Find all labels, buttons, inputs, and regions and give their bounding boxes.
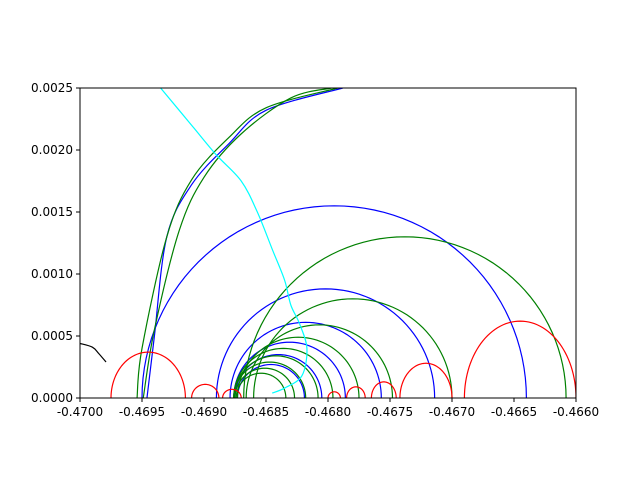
red-scallop	[370, 381, 397, 398]
series-red	[110, 320, 576, 398]
red-scallop	[346, 386, 366, 398]
green-arc	[236, 336, 360, 398]
red-scallop	[222, 388, 242, 398]
y-tick-label: 0.0010	[31, 267, 73, 281]
blue-arc	[141, 205, 527, 398]
series-blue	[141, 88, 527, 398]
x-tick-label: -0.4700	[57, 405, 103, 419]
x-tick-label: -0.4690	[181, 405, 227, 419]
green-outer-curve	[142, 88, 332, 398]
x-axis: -0.4700 -0.4695 -0.4690 -0.4685 -0.4680 -0.46…	[57, 398, 599, 419]
x-tick-label: -0.4670	[429, 405, 475, 419]
red-scallop	[463, 320, 576, 398]
cyan-curve	[160, 88, 308, 394]
red-scallop	[191, 383, 220, 398]
y-axis: 0.0000 0.0005 0.0010 0.0015 0.0020 0.0025	[31, 81, 80, 405]
y-tick-label: 0.0005	[31, 329, 73, 343]
red-scallop	[327, 391, 341, 398]
green-outer-curve	[136, 88, 339, 398]
blue-arc	[215, 288, 436, 398]
blue-arc	[233, 341, 346, 398]
x-tick-label: -0.4660	[553, 405, 599, 419]
y-tick-label: 0.0000	[31, 391, 73, 405]
green-arc	[234, 367, 296, 398]
green-arc	[233, 355, 319, 398]
green-arc	[235, 372, 287, 398]
blue-arc	[229, 321, 382, 398]
red-scallop	[110, 351, 186, 398]
series-black	[80, 342, 107, 363]
x-tick-label: -0.4685	[243, 405, 289, 419]
y-tick-label: 0.0015	[31, 205, 73, 219]
series-cyan	[160, 88, 308, 394]
blue-outer-curve	[146, 88, 344, 398]
red-scallop	[399, 362, 453, 398]
green-arc	[233, 347, 334, 398]
x-tick-label: -0.4675	[367, 405, 413, 419]
y-tick-label: 0.0020	[31, 143, 73, 157]
green-arc	[253, 298, 453, 398]
black-curve	[80, 342, 107, 363]
green-arc	[233, 361, 307, 398]
x-tick-label: -0.4680	[305, 405, 351, 419]
plot-area	[80, 88, 576, 398]
y-tick-label: 0.0025	[31, 81, 73, 95]
x-tick-label: -0.4665	[491, 405, 537, 419]
x-tick-label: -0.4695	[119, 405, 165, 419]
series-green	[136, 88, 567, 398]
green-arc	[243, 236, 567, 398]
